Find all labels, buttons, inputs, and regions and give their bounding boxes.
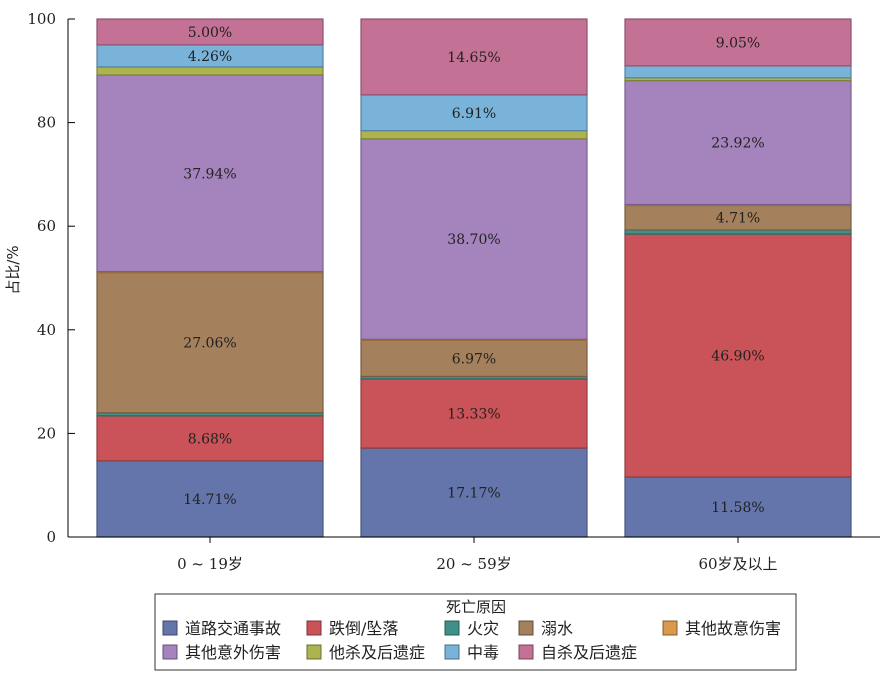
bar-segment: [624, 229, 852, 235]
legend-label: 自杀及后遗症: [541, 643, 637, 662]
legend-swatch: [306, 620, 322, 636]
data-label: 38.70%: [447, 232, 500, 248]
data-label: 14.65%: [447, 50, 500, 66]
legend-label: 中毒: [467, 643, 499, 662]
data-label: 27.06%: [183, 336, 236, 352]
bar-segment: [360, 138, 588, 340]
legend-title: 死亡原因: [446, 598, 506, 616]
x-axis: 0 ~ 19岁 20 ~ 59岁 60岁及以上: [68, 536, 880, 573]
bars-group: 14.71% 8.68% 27.06% 37.94% 4.26% 5.00% 17.17% 1…: [96, 18, 852, 538]
bar-segment: [96, 415, 324, 462]
x-tick-label: 0 ~ 19岁: [177, 555, 243, 573]
legend-label: 其他意外伤害: [185, 643, 281, 662]
bar-segment: [360, 18, 588, 96]
data-label: 37.94%: [183, 166, 236, 182]
bar-segment: [360, 339, 588, 378]
legend-label: 火灾: [467, 619, 499, 638]
x-tick-label: 60岁及以上: [698, 555, 777, 573]
legend-swatch: [444, 620, 460, 636]
bar-segment: [624, 204, 852, 231]
x-tick-label: 20 ~ 59岁: [436, 555, 511, 573]
bar-segment: [360, 378, 588, 449]
bar-segment: [96, 18, 324, 46]
data-label: 4.26%: [188, 49, 232, 65]
legend-swatch: [518, 620, 534, 636]
legend-frame: [154, 593, 797, 671]
data-label: 46.90%: [711, 349, 764, 365]
y-tick-label: 60: [37, 217, 56, 235]
bar-segment: [96, 460, 324, 538]
y-tick-label: 100: [27, 10, 56, 28]
data-label: 11.58%: [711, 500, 764, 516]
data-label: 8.68%: [188, 431, 232, 447]
legend-swatch: [162, 620, 178, 636]
bar-segment: [624, 476, 852, 538]
bar-segment: [360, 447, 588, 538]
legend-label: 他杀及后遗症: [329, 643, 425, 662]
y-axis: 0 20 40 60 80 100: [27, 10, 75, 546]
data-label: 9.05%: [716, 35, 760, 51]
y-tick-label: 80: [37, 114, 56, 132]
bar-segment: [360, 130, 588, 140]
data-label: 6.97%: [452, 351, 496, 367]
legend-swatch: [518, 644, 534, 660]
bar-segment: [96, 271, 324, 414]
data-label: 5.00%: [188, 25, 232, 41]
data-label: 6.91%: [452, 106, 496, 122]
y-axis-label: 占比/%: [4, 245, 22, 294]
bar-segment: [96, 74, 324, 273]
bar-segment: [624, 18, 852, 67]
data-label: 14.71%: [183, 492, 236, 508]
legend-swatch: [662, 620, 678, 636]
data-label: 4.71%: [716, 211, 760, 227]
legend-swatch: [162, 644, 178, 660]
legend-label: 溺水: [541, 619, 573, 638]
legend-label: 跌倒/坠落: [329, 619, 398, 638]
bar-segment: [624, 79, 852, 206]
data-label: 23.92%: [711, 136, 764, 152]
legend-label: 其他故意伤害: [685, 619, 781, 638]
y-tick-label: 40: [37, 321, 56, 339]
bar-segment: [96, 66, 324, 76]
legend-swatch: [444, 644, 460, 660]
legend-label: 道路交通事故: [185, 619, 281, 638]
y-tick-label: 0: [46, 528, 56, 546]
y-tick-label: 20: [37, 424, 56, 442]
bar-segment: [624, 233, 852, 478]
bar-segment: [360, 94, 588, 132]
data-label: 13.33%: [447, 407, 500, 423]
data-label: 17.17%: [447, 486, 500, 502]
bar-segment: [624, 65, 852, 79]
legend-swatch: [306, 644, 322, 660]
